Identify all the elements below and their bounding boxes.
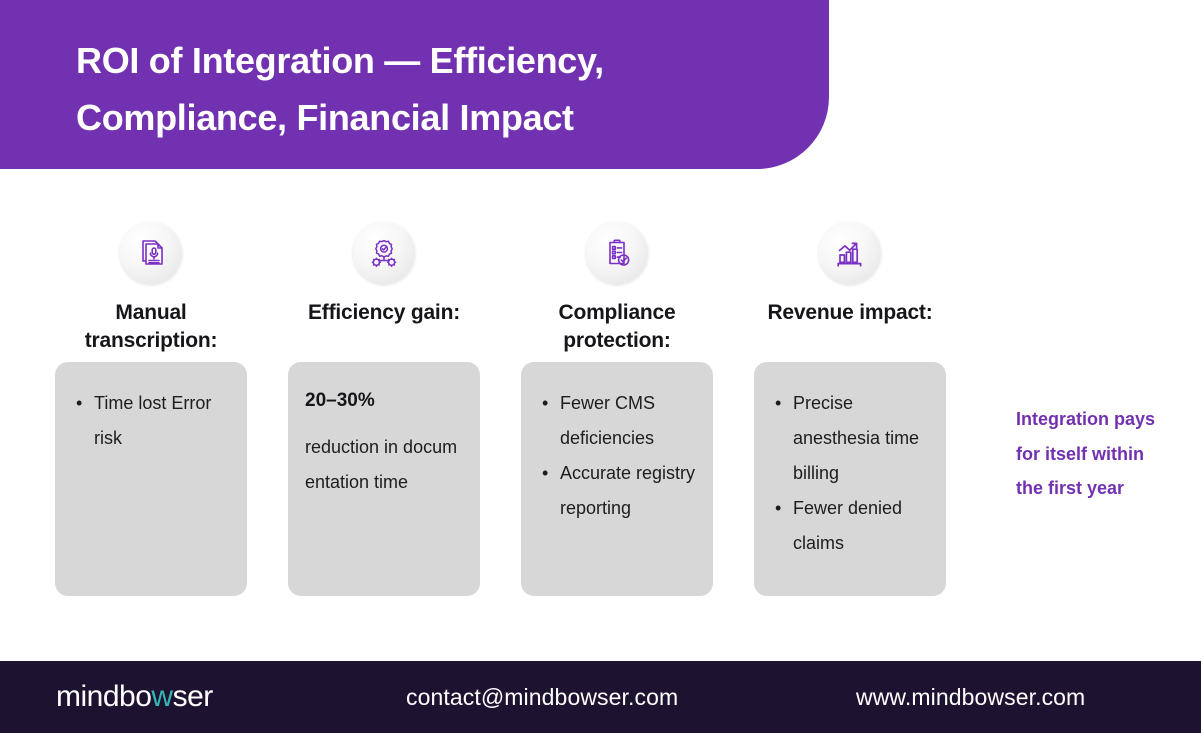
column-heading: Compliance protection:	[558, 301, 676, 352]
header-band: ROI of Integration — Efficiency, Complia…	[0, 0, 829, 169]
clipboard-check-icon	[586, 222, 648, 284]
card-efficiency-gain: 20–30% reduction in documentation time	[288, 362, 480, 596]
logo-accent-w: w	[151, 680, 173, 713]
list-item: Time lost Error risk	[72, 386, 230, 456]
columns-row: Manual transcription: Time lost Error ri…	[55, 222, 965, 612]
footer-bar: mindbowser contact@mindbowser.com www.mi…	[0, 661, 1201, 733]
bullet-list: Time lost Error risk	[72, 386, 230, 456]
logo-part2: ser	[172, 680, 214, 713]
stat-value: 20–30%	[305, 390, 375, 411]
stat-description: reduction in documentation time	[305, 437, 458, 493]
document-microphone-icon	[120, 222, 182, 284]
callout-text: Integration pays for itself within the f…	[1016, 409, 1156, 499]
bullet-list: Fewer CMS deficiencies Accurate registry…	[538, 386, 696, 526]
column-heading: Manual transcription:	[84, 301, 218, 352]
list-item: Precise anesthesia time billing	[771, 386, 929, 491]
column-revenue-impact: Revenue impact: Precise anesthesia time …	[754, 222, 946, 612]
card-compliance-protection: Fewer CMS deficiencies Accurate registry…	[521, 362, 713, 596]
card-revenue-impact: Precise anesthesia time billing Fewer de…	[754, 362, 946, 596]
column-compliance-protection: Compliance protection: Fewer CMS deficie…	[521, 222, 713, 612]
mindbowser-logo: mindbowser	[56, 680, 213, 714]
column-manual-transcription: Manual transcription: Time lost Error ri…	[55, 222, 247, 612]
gears-check-icon	[353, 222, 415, 284]
column-heading: Revenue impact:	[767, 301, 933, 324]
footer-email[interactable]: contact@mindbowser.com	[406, 683, 679, 710]
list-item: Accurate registry reporting	[538, 456, 696, 526]
column-efficiency-gain: Efficiency gain: 20–30% reduction in doc…	[288, 222, 480, 612]
list-item: Fewer denied claims	[771, 491, 929, 561]
card-manual-transcription: Time lost Error risk	[55, 362, 247, 596]
footer-website[interactable]: www.mindbowser.com	[856, 683, 1086, 710]
list-item: Fewer CMS deficiencies	[538, 386, 696, 456]
column-heading: Efficiency gain:	[307, 301, 460, 324]
bar-chart-growth-icon	[819, 222, 881, 284]
bullet-list: Precise anesthesia time billing Fewer de…	[771, 386, 929, 561]
page-title: ROI of Integration — Efficiency, Complia…	[76, 40, 604, 138]
logo-part1: mindbo	[56, 680, 152, 713]
